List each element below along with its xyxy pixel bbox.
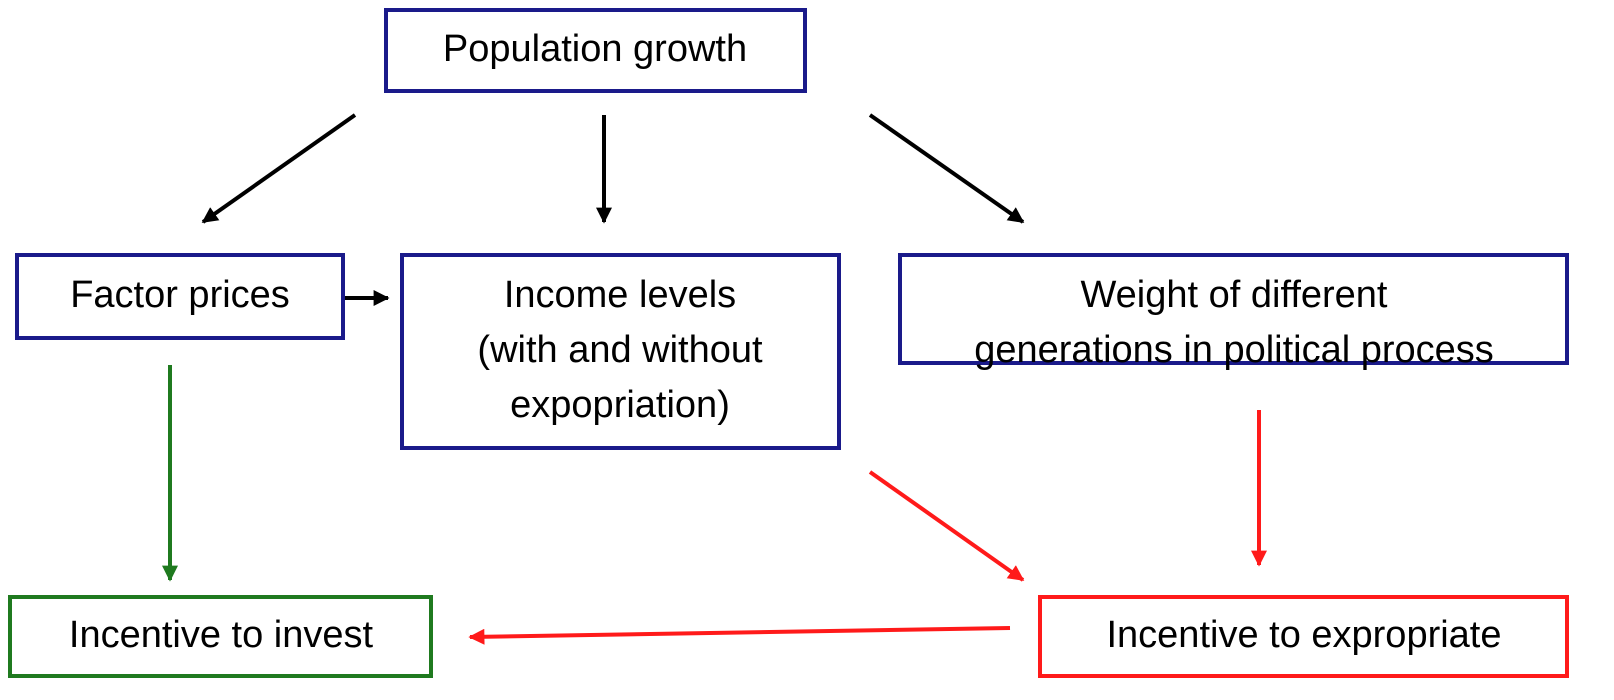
node-label: Factor prices	[70, 274, 290, 316]
node-label: Incentive to expropriate	[1106, 614, 1501, 656]
node: Weight of different generations in polit…	[898, 253, 1569, 371]
node: Incentive to invest	[8, 595, 433, 678]
node-label: generations in political process	[974, 329, 1494, 371]
node-label: Population growth	[443, 28, 747, 70]
node: Factor prices	[15, 253, 345, 340]
arrows	[162, 113, 1267, 645]
arrow	[868, 470, 1025, 582]
node-label: Incentive to invest	[69, 614, 374, 656]
node-label: Income levels	[504, 274, 736, 316]
node-label: expopriation)	[510, 384, 730, 426]
node: Income levels (with and without expopria…	[400, 253, 841, 450]
node-box	[1038, 595, 1569, 678]
node-label: Weight of different	[1080, 274, 1387, 316]
node-box	[8, 595, 433, 678]
node-box	[898, 253, 1569, 365]
arrow	[201, 113, 357, 224]
arrow	[468, 626, 1011, 645]
arrow	[868, 113, 1025, 224]
node: Population growth	[384, 8, 807, 93]
node: Incentive to expropriate	[1038, 595, 1569, 678]
node-box	[384, 8, 807, 93]
node-box	[400, 253, 841, 450]
node-box	[15, 253, 345, 340]
node-label: (with and without	[477, 329, 763, 371]
